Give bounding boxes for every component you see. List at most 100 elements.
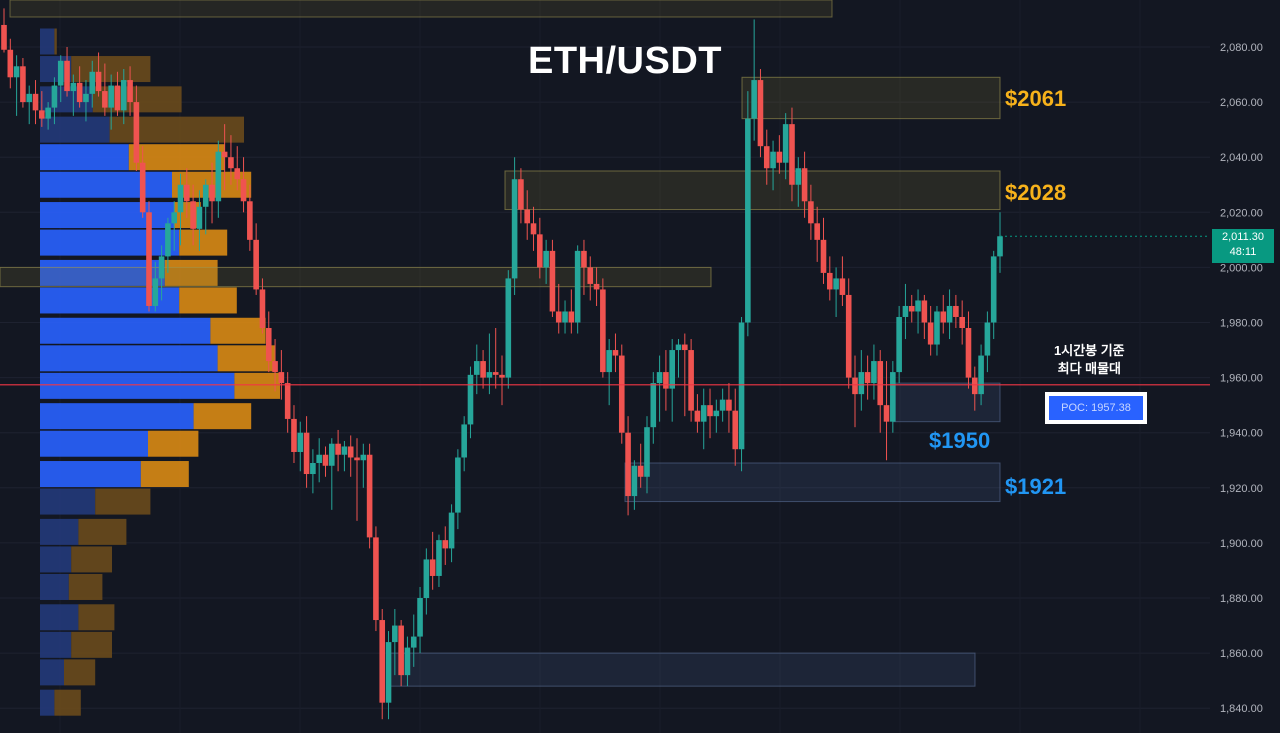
candle-body [499,374,505,378]
volume-bar-buy [40,144,129,171]
candle-body [347,446,354,458]
candles [1,8,1003,720]
level-label-2061: $2061 [1005,86,1067,111]
volume-profile [40,28,280,716]
candle-body [801,168,808,202]
candle-body [436,540,442,576]
candle-body [114,85,121,111]
candle-body [562,311,568,323]
candle-body [940,311,947,323]
candle-body [688,350,694,411]
candle-body [360,454,367,461]
candle-body [896,316,902,373]
candle-body [417,598,423,637]
candle-body [278,372,285,384]
candle-body [473,361,480,375]
poc-label: POC: 1957.38 [1049,396,1143,420]
candle-body [537,234,543,268]
volume-bar-buy [40,461,141,488]
candle-body [518,179,524,210]
zone-box [9,0,833,18]
candle-body [978,355,984,395]
candle-body [839,278,846,295]
poc-label-box: POC: 1957.38 [1045,392,1147,424]
candle-body [328,443,335,466]
candle-body [946,305,953,323]
volume-bar-buy [40,631,72,658]
candle-body [146,212,152,306]
volume-bar-sell [179,229,228,256]
candle-body [814,223,820,240]
candle-body [713,410,720,417]
candle-body [770,151,776,169]
volume-bar-sell [95,488,151,515]
volume-bar-buy [40,28,55,55]
candle-body [392,625,398,643]
candle-body [745,118,751,323]
candle-body [171,212,178,224]
volume-bar-sell [54,689,81,716]
price-tick-label: 1,960.00 [1220,373,1263,385]
candle-body [574,250,581,323]
zone-box [389,652,976,687]
chart-title: ETH/USDT [528,40,722,82]
candle-body [669,350,676,389]
candle-body [675,344,682,351]
candle-body [927,322,934,345]
poc-line [0,235,1210,386]
candle-body [341,446,348,455]
candle-body [505,278,512,378]
candle-body [228,157,234,169]
candle-body [581,250,587,268]
volume-bar-buy [40,518,79,545]
candle-body [606,350,612,373]
candle-body [39,110,45,119]
level-label-1921: $1921 [1005,474,1067,499]
candle-body [934,311,940,345]
level-label-2028: $2028 [1005,180,1067,205]
candle-body [373,537,379,621]
volume-bar-sell [217,345,276,372]
volume-bar-buy [40,488,96,515]
candle-body [51,85,58,108]
candle-body [429,559,436,576]
level-label-1950: $1950 [929,428,991,453]
candle-body [234,168,241,180]
candle-body [196,206,203,229]
candle-body [663,372,669,389]
candle-body [555,311,562,323]
candle-body [637,465,644,477]
candle-body [202,184,209,207]
candle-body [366,454,373,538]
volume-bar-sell [140,461,189,488]
candle-body [719,399,726,411]
candle-body [265,328,272,362]
candle-body [455,457,461,513]
candle-body [480,361,486,378]
annotation-line-2: 최다 매물대 [1057,361,1122,376]
candle-body [908,305,915,312]
price-axis: 2,080.00 2,060.00 2,040.00 2,020.00 2,000.00… [1220,42,1263,715]
candle-body [820,239,827,273]
candle-body [984,322,991,356]
price-tick-label: 1,900.00 [1220,538,1263,550]
candle-body [253,239,259,290]
candle-body [971,377,978,395]
candle-body [316,454,322,464]
price-tick-label: 1,980.00 [1220,318,1263,330]
candle-body [650,383,657,428]
volume-bar-buy [40,171,172,198]
candle-body [32,93,39,111]
volume-bar-sell [148,430,199,457]
candle-body [64,60,70,92]
candle-body [990,256,997,323]
candle-body [530,223,537,235]
candle-body [284,383,291,419]
volume-bar-buy [40,259,165,286]
volume-bar-buy [40,659,64,686]
volume-bar-buy [40,287,180,314]
candle-body [158,256,165,279]
volume-bar-buy [40,403,194,430]
candle-body [757,80,764,147]
